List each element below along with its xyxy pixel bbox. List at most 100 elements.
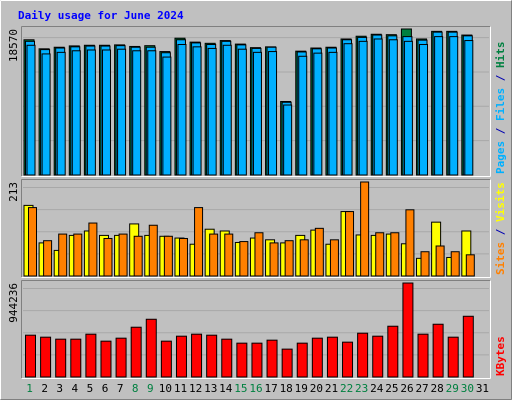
chart-title: Daily usage for June 2024 <box>18 9 184 22</box>
x-tick-label-day-25: 25 <box>385 382 398 395</box>
x-tick-label-day-18: 18 <box>280 382 293 395</box>
x-tick-label-day-26: 26 <box>400 382 413 395</box>
legend-entry: / <box>494 222 507 242</box>
x-tick-label-day-24: 24 <box>370 382 384 395</box>
bar-sites-day-10 <box>163 235 173 277</box>
bar-pages-day-30 <box>464 40 474 176</box>
legend-entry: Hits <box>494 42 507 69</box>
x-tick-label-day-17: 17 <box>264 382 277 395</box>
bar-pages-day-27 <box>419 43 429 176</box>
x-tick-label-day-7: 7 <box>117 382 124 395</box>
x-tick-label-day-31: 31 <box>476 382 489 395</box>
bar-kbytes-day-5 <box>85 333 97 378</box>
panel-legend: KBytes <box>494 336 507 376</box>
bar-sites-day-30 <box>465 254 475 277</box>
bar-pages-day-26 <box>403 40 413 176</box>
legend-entry: Sites <box>494 242 507 275</box>
bar-pages-day-2 <box>41 53 51 176</box>
bar-sites-day-6 <box>103 237 113 277</box>
bar-pages-day-29 <box>449 36 459 176</box>
bar-sites-day-12 <box>194 207 204 277</box>
x-tick-label-day-27: 27 <box>415 382 428 395</box>
bar-sites-day-26 <box>405 209 415 277</box>
x-tick-label-day-1: 1 <box>26 382 33 395</box>
legend-entry: Files <box>494 88 507 121</box>
legend-entry: KBytes <box>494 336 507 376</box>
legend-entry: Visits <box>494 182 507 222</box>
bar-sites-day-23 <box>360 181 370 277</box>
bar-sites-day-5 <box>88 222 98 277</box>
bar-pages-day-1 <box>26 44 36 176</box>
bar-pages-day-6 <box>101 49 111 176</box>
bar-kbytes-day-23 <box>357 332 369 378</box>
bar-sites-day-29 <box>450 251 460 277</box>
x-tick-label-day-13: 13 <box>204 382 217 395</box>
bar-kbytes-day-30 <box>462 315 474 378</box>
bar-sites-day-17 <box>269 242 279 277</box>
x-tick-label-day-4: 4 <box>72 382 79 395</box>
bar-kbytes-day-29 <box>447 336 459 378</box>
bar-kbytes-day-19 <box>296 342 308 378</box>
bar-kbytes-day-26 <box>402 282 414 378</box>
bar-sites-day-20 <box>314 227 324 277</box>
bar-sites-day-24 <box>375 232 385 277</box>
bar-sites-day-22 <box>345 211 355 277</box>
panel-legend-text: Pages / Files / Hits <box>494 42 507 175</box>
bar-pages-day-24 <box>373 38 383 176</box>
bar-pages-day-11 <box>177 43 187 176</box>
bar-kbytes-day-14 <box>221 338 233 378</box>
plot-area: 18570 Pages / Files / Hits 2 13 Sites / Visi… <box>7 26 507 395</box>
bar-kbytes-day-13 <box>206 334 218 378</box>
bar-kbytes-day-28 <box>432 323 444 378</box>
x-tick-label-day-30: 30 <box>461 382 474 395</box>
x-tick-label-day-15: 15 <box>234 382 247 395</box>
bar-sites-day-19 <box>299 239 309 277</box>
bar-sites-day-25 <box>390 232 400 277</box>
bar-pages-day-12 <box>192 46 202 176</box>
x-tick-label-day-5: 5 <box>87 382 94 395</box>
bar-sites-day-14 <box>224 233 234 277</box>
bar-pages-day-7 <box>117 48 127 176</box>
bar-kbytes-day-11 <box>175 335 187 378</box>
bar-pages-day-4 <box>71 50 81 176</box>
bar-sites-day-1 <box>28 207 37 277</box>
bar-sites-day-13 <box>209 233 219 277</box>
bar-kbytes-day-20 <box>311 337 323 378</box>
x-tick-label-day-20: 20 <box>310 382 323 395</box>
x-tick-label-day-6: 6 <box>102 382 109 395</box>
panel-hits: 18570 Pages / Files / Hits <box>7 26 507 177</box>
x-tick-label-day-8: 8 <box>132 382 139 395</box>
legend-entry: Pages <box>494 141 507 174</box>
bar-kbytes-day-6 <box>100 340 112 378</box>
bar-kbytes-day-16 <box>251 342 263 378</box>
bar-sites-day-9 <box>148 224 158 277</box>
bar-sites-day-8 <box>133 235 143 277</box>
legend-entry: / <box>494 68 507 88</box>
x-tick-label-day-16: 16 <box>249 382 262 395</box>
panel-ymax-label: 18570 <box>7 29 20 62</box>
panel-legend: Pages / Files / Hits <box>494 42 507 175</box>
bar-pages-day-9 <box>147 50 157 176</box>
bar-sites-day-2 <box>43 240 53 277</box>
bar-pages-day-8 <box>132 50 142 176</box>
x-tick-label-day-2: 2 <box>41 382 48 395</box>
bar-kbytes-day-25 <box>387 325 399 378</box>
bar-sites-day-15 <box>239 241 249 277</box>
bar-kbytes-day-1 <box>25 334 36 378</box>
x-tick-label-day-19: 19 <box>295 382 308 395</box>
bar-pages-day-28 <box>434 36 444 176</box>
bar-pages-day-17 <box>268 51 278 176</box>
x-tick-label-day-22: 22 <box>340 382 353 395</box>
bar-kbytes-day-12 <box>191 333 203 378</box>
bar-pages-day-3 <box>56 51 66 176</box>
bar-kbytes-day-18 <box>281 348 293 378</box>
bar-sites-day-3 <box>58 233 68 277</box>
bar-sites-day-4 <box>73 233 83 277</box>
bar-pages-day-13 <box>207 47 217 176</box>
bar-sites-day-18 <box>284 240 294 277</box>
bar-pages-day-5 <box>86 49 96 176</box>
bar-kbytes-day-15 <box>236 342 248 378</box>
x-tick-label-day-14: 14 <box>219 382 233 395</box>
panel-ymax-label: 944236 <box>7 283 20 323</box>
bar-kbytes-day-3 <box>55 338 67 378</box>
